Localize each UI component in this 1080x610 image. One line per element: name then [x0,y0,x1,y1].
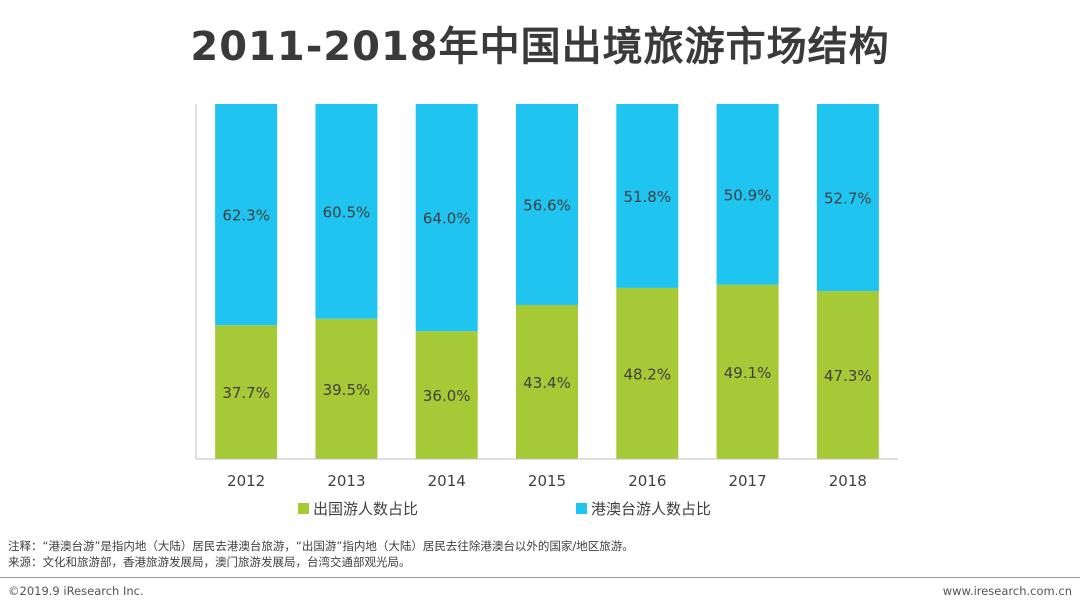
data-label-hmt-2014: 64.0% [423,210,471,228]
bar-hmt-2018 [816,104,879,292]
data-label-outbound-2016: 48.2% [623,365,671,383]
bar-outbound-2012 [215,325,278,459]
bar-hmt-2016 [616,104,679,288]
data-label-hmt-2012: 62.3% [222,207,270,225]
bar-hmt-2017 [716,104,779,285]
bar-hmt-2015 [516,104,578,305]
footer-site-link[interactable]: www.iresearch.com.cn [942,584,1072,598]
x-tick-label-2015: 2015 [528,472,566,490]
legend-swatch-hmt [576,503,587,514]
bar-outbound-2017 [716,284,779,459]
legend: 出国游人数占比 港澳台游人数占比 [0,496,1080,520]
bar-hmt-2014 [415,104,478,332]
data-label-outbound-2013: 39.5% [323,381,371,399]
legend-item-outbound: 出国游人数占比 [298,498,418,519]
bar-outbound-2015 [516,304,578,459]
legend-label-outbound: 出国游人数占比 [313,500,419,518]
legend-label-hmt: 港澳台游人数占比 [591,500,712,518]
bar-hmt-2012 [215,104,278,326]
data-label-hmt-2013: 60.5% [323,203,371,221]
bar-outbound-2016 [616,287,679,459]
x-tick-label-2016: 2016 [628,472,666,490]
data-label-outbound-2018: 47.3% [824,367,872,385]
notes: 注释：“港澳台游”是指内地（大陆）居民去港澳台旅游，“出国游”指内地（大陆）居民… [8,538,634,570]
x-tick-label-2018: 2018 [829,472,867,490]
data-label-hmt-2015: 56.6% [523,196,571,214]
bar-hmt-2013 [315,104,378,319]
bar-outbound-2018 [816,291,879,459]
bar-outbound-2014 [415,331,478,459]
legend-item-hmt: 港澳台游人数占比 [576,498,711,519]
footer-copyright: ©2019.9 iResearch Inc. [8,584,144,598]
bar-outbound-2013 [315,318,378,459]
x-tick-label-2014: 2014 [428,472,466,490]
legend-swatch-outbound [298,503,309,514]
data-label-outbound-2012: 37.7% [222,384,270,402]
data-label-hmt-2017: 50.9% [724,186,772,204]
chart-title: 2011-2018年中国出境旅游市场结构 [190,24,890,70]
source-line: 来源：文化和旅游部，香港旅游发展局，澳门旅游发展局，台湾交通部观光局。 [8,555,411,569]
x-tick-label-2012: 2012 [227,472,265,490]
note-line: 注释：“港澳台游”是指内地（大陆）居民去港澳台旅游，“出国游”指内地（大陆）居民… [8,539,634,553]
x-tick-label-2013: 2013 [327,472,365,490]
footer-divider [0,577,1080,578]
data-label-hmt-2016: 51.8% [623,188,671,206]
data-label-outbound-2015: 43.4% [523,374,571,392]
data-label-outbound-2017: 49.1% [724,364,772,382]
x-tick-label-2017: 2017 [728,472,766,490]
data-label-hmt-2018: 52.7% [824,190,872,208]
data-label-outbound-2014: 36.0% [423,387,471,405]
